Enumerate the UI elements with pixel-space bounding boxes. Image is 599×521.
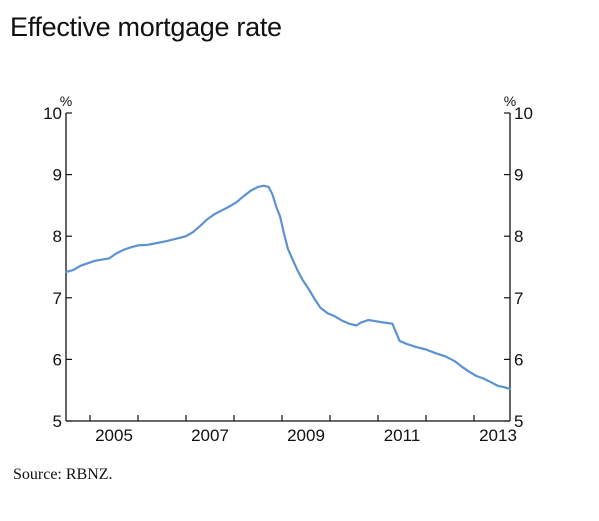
y-tick-label-right: 8 bbox=[514, 227, 523, 246]
y-tick-label-right: 5 bbox=[514, 412, 523, 431]
y-tick-label-left: 8 bbox=[53, 227, 62, 246]
y-tick-label-left: 7 bbox=[53, 289, 62, 308]
x-tick-label: 2007 bbox=[191, 426, 229, 445]
y-unit-label-right: % bbox=[504, 93, 516, 109]
y-unit-label-left: % bbox=[60, 93, 72, 109]
x-tick-label: 2005 bbox=[95, 426, 133, 445]
x-tick-label: 2013 bbox=[479, 426, 517, 445]
chart-title: Effective mortgage rate bbox=[10, 12, 282, 42]
x-tick-label: 2009 bbox=[287, 426, 325, 445]
x-tick-label: 2011 bbox=[384, 426, 421, 445]
y-tick-label-left: 9 bbox=[53, 166, 62, 185]
y-tick-label-right: 7 bbox=[514, 289, 523, 308]
y-tick-label-left: 10 bbox=[43, 104, 62, 123]
y-tick-label-right: 10 bbox=[514, 104, 533, 123]
y-tick-label-right: 9 bbox=[514, 166, 523, 185]
y-tick-label-left: 5 bbox=[53, 412, 62, 431]
series-line-effective-mortgage-rate bbox=[64, 184, 512, 391]
y-tick-label-left: 6 bbox=[53, 350, 62, 369]
y-tick-label-right: 6 bbox=[514, 350, 523, 369]
source-note: Source: RBNZ. bbox=[13, 466, 113, 483]
